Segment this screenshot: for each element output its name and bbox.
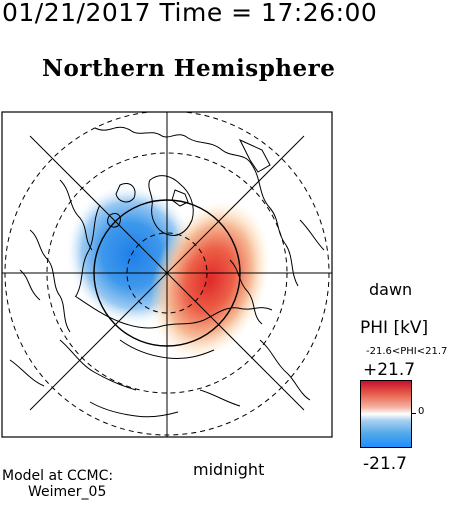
- colorbar-title: PHI [kV]: [360, 318, 429, 338]
- colorbar-range: -21.6<PHI<21.7: [366, 346, 448, 357]
- map-frame: [1, 111, 333, 438]
- time-readout: 01/21/2017 Time = 17:26:00: [2, 0, 378, 27]
- midnight-label: midnight: [193, 460, 265, 479]
- coastlines: [9, 126, 325, 418]
- colorbar-min-label: -21.7: [363, 454, 407, 474]
- colorbar: [360, 380, 412, 448]
- model-credit-line1: Model at CCMC:: [2, 468, 114, 484]
- dawn-label: dawn: [369, 280, 413, 299]
- model-credit-line2: Weimer_05: [28, 484, 107, 500]
- meridian-diagonal-2: [29, 135, 305, 411]
- polar-map: [1, 111, 333, 438]
- colorbar-zero-tick: [412, 413, 416, 414]
- positive-potential-cell: [150, 200, 270, 360]
- colorbar-zero-label: 0: [418, 406, 425, 417]
- colorbar-max-label: +21.7: [363, 360, 416, 380]
- hemisphere-title: Northern Hemisphere: [42, 55, 336, 82]
